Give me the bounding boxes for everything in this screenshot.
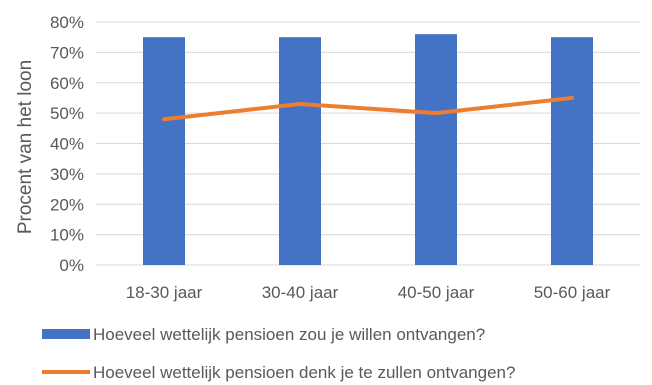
y-tick-label: 70%	[50, 43, 84, 62]
y-tick-label: 50%	[50, 104, 84, 123]
bar	[143, 37, 185, 265]
x-tick-label: 18-30 jaar	[126, 283, 203, 302]
bar	[551, 37, 593, 265]
bar-series	[143, 34, 593, 266]
y-tick-label: 60%	[50, 74, 84, 93]
y-tick-label: 30%	[50, 165, 84, 184]
x-tick-label: 40-50 jaar	[398, 283, 475, 302]
bar	[279, 37, 321, 265]
series-line	[162, 95, 574, 122]
legend-label: Hoeveel wettelijk pensioen denk je te zu…	[93, 363, 515, 382]
legend-label: Hoeveel wettelijk pensioen zou je willen…	[93, 325, 485, 344]
y-tick-label: 20%	[50, 195, 84, 214]
y-axis-label: Procent van het loon	[15, 60, 36, 234]
y-tick-labels: 0% 10% 20% 30% 40% 50% 60% 70% 80%	[50, 13, 84, 275]
y-tick-label: 0%	[59, 256, 84, 275]
grid-lines	[96, 21, 640, 266]
bar	[415, 34, 457, 266]
legend: Hoeveel wettelijk pensioen zou je willen…	[42, 325, 515, 382]
legend-swatch-bar	[42, 329, 90, 339]
y-tick-label: 40%	[50, 135, 84, 154]
line-series	[162, 95, 574, 122]
x-tick-label: 30-40 jaar	[262, 283, 339, 302]
x-tick-label: 50-60 jaar	[534, 283, 611, 302]
x-tick-labels: 18-30 jaar 30-40 jaar 40-50 jaar 50-60 jaar	[126, 283, 611, 302]
y-tick-label: 10%	[50, 226, 84, 245]
y-tick-label: 80%	[50, 13, 84, 32]
